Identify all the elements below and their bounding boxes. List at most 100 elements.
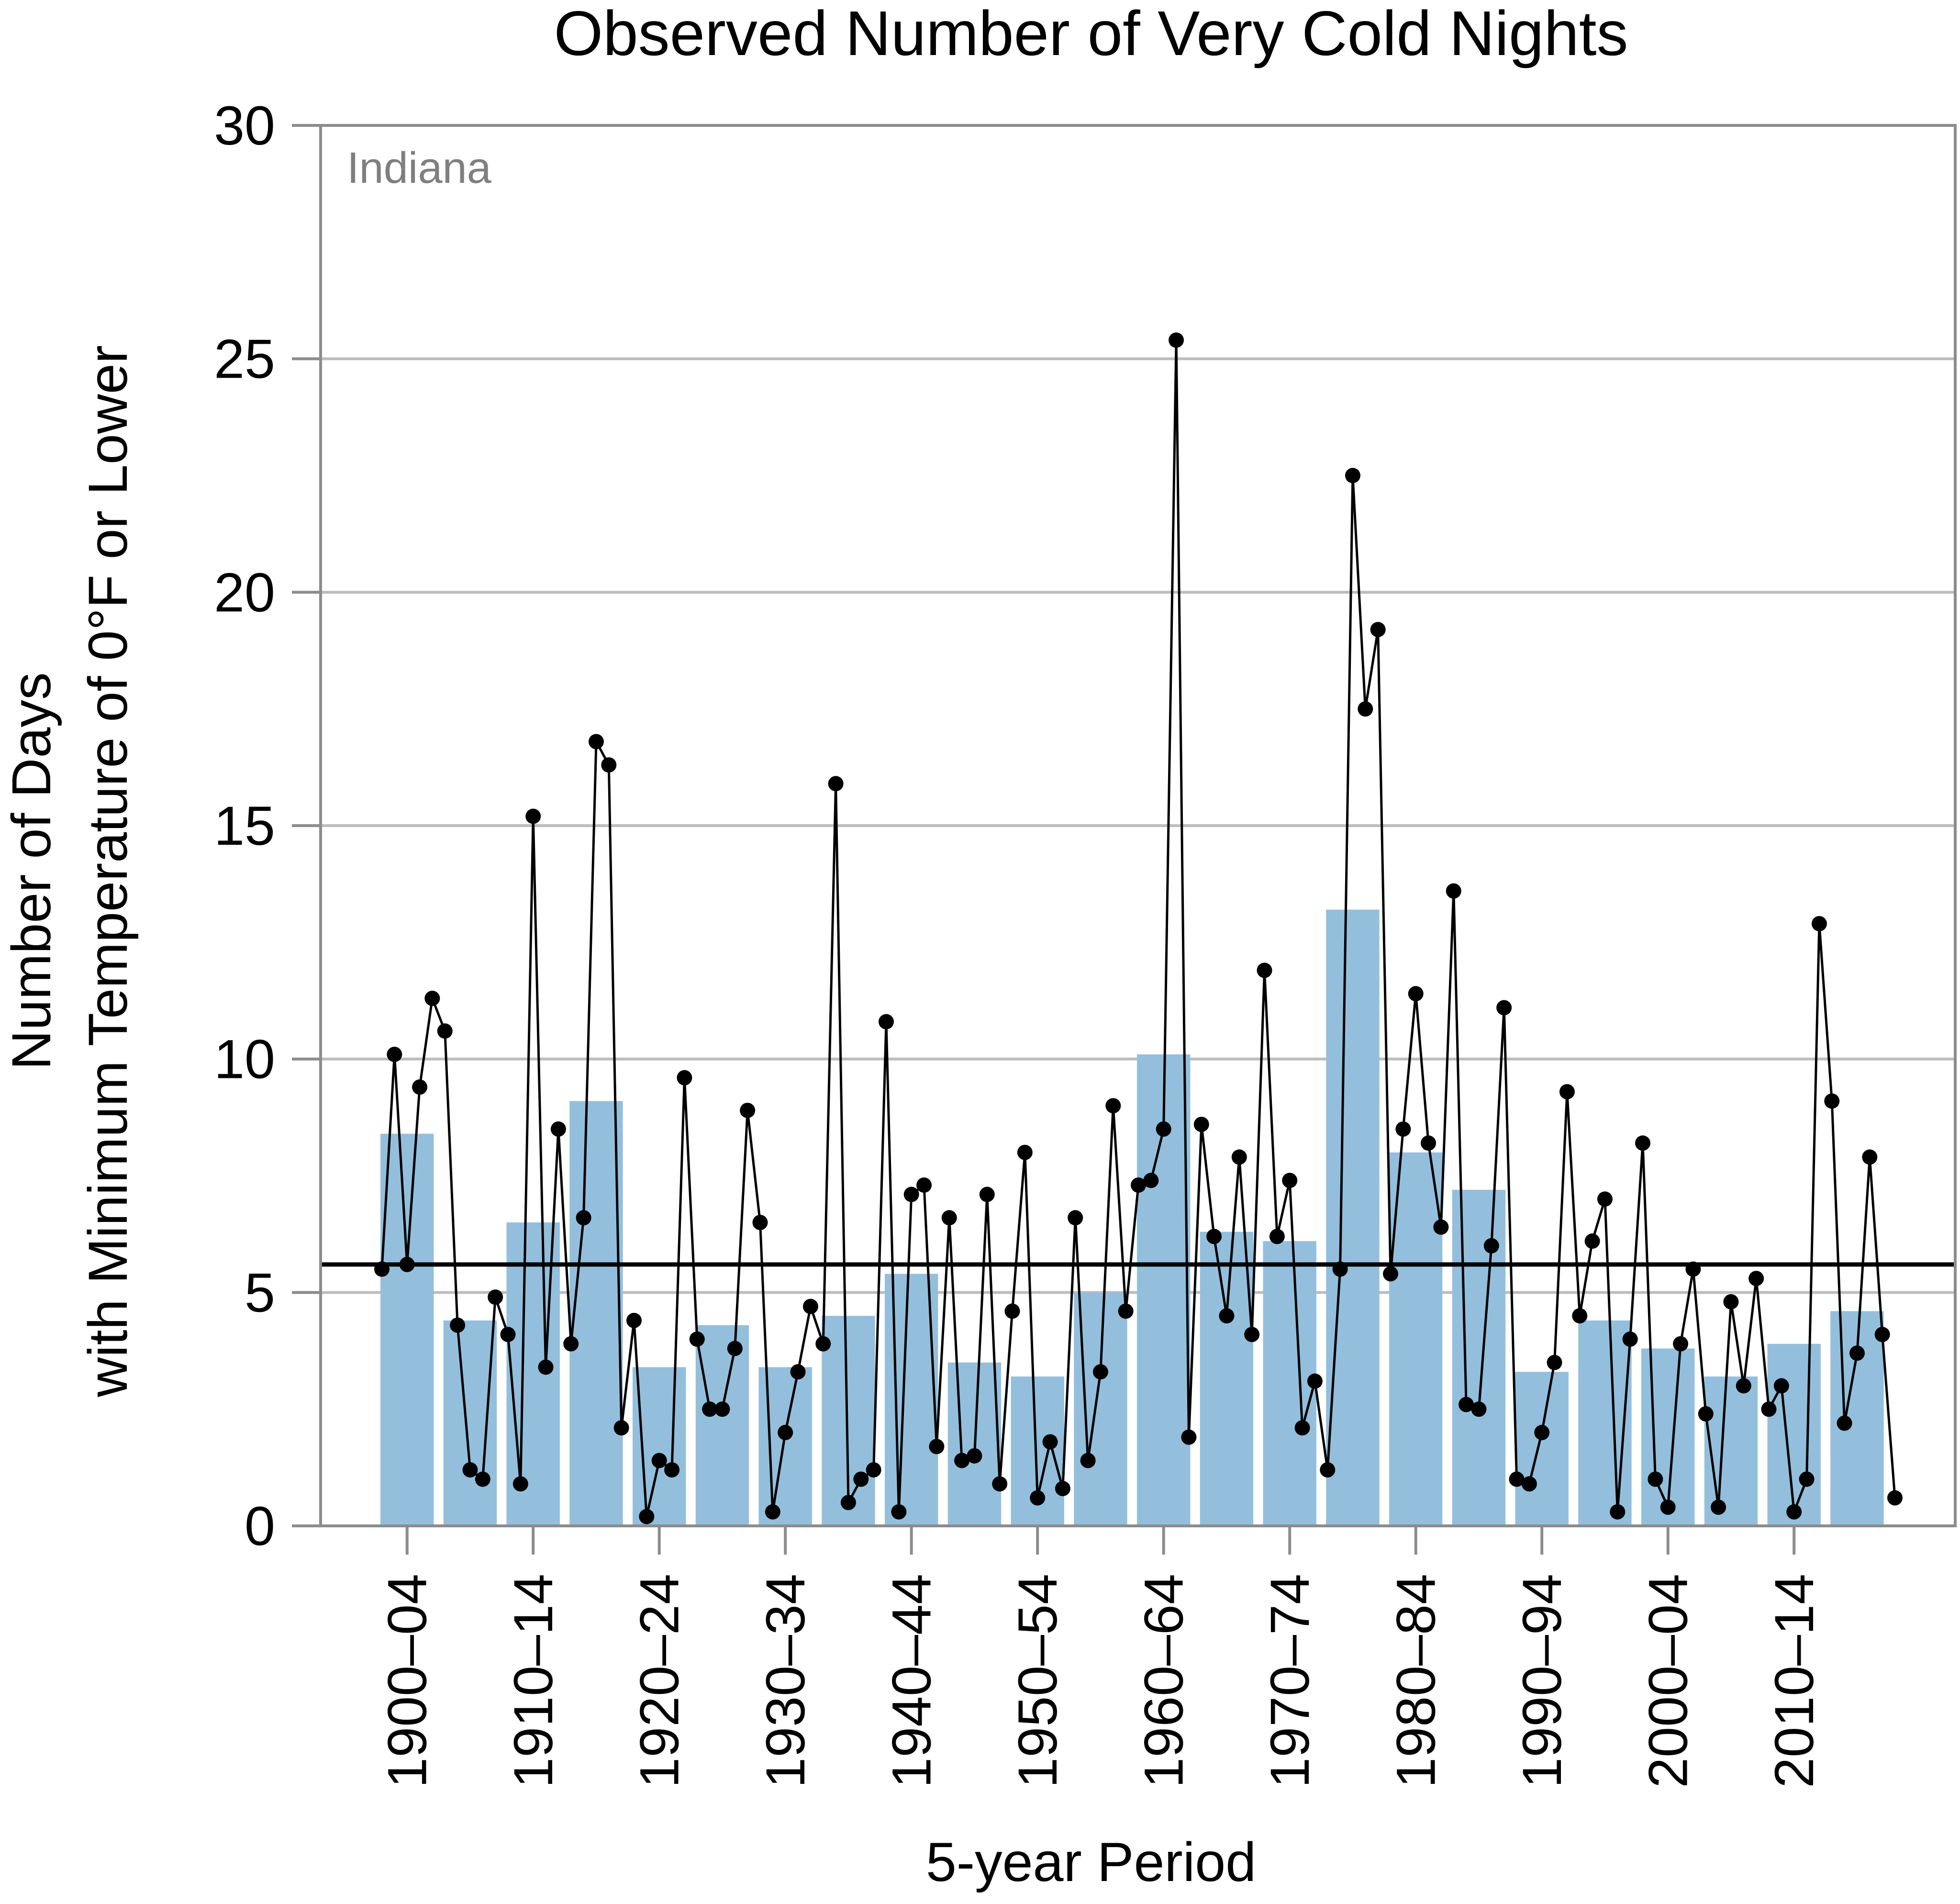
data-point — [1824, 1093, 1840, 1109]
annual-series — [374, 332, 1903, 1524]
data-point — [1471, 1401, 1487, 1417]
x-tick-label: 2000–04 — [1638, 1574, 1699, 1788]
data-point — [1383, 1266, 1398, 1282]
data-point — [1547, 1355, 1562, 1370]
data-point — [613, 1420, 629, 1436]
data-point — [1610, 1504, 1626, 1520]
data-point — [1358, 701, 1373, 717]
y-axis-label-line2: with Minimum Temperature of 0°F or Lower — [78, 345, 139, 1398]
y-tick-label: 0 — [245, 1496, 275, 1557]
x-tick-label: 1970–74 — [1259, 1574, 1321, 1788]
y-tick-label: 20 — [214, 562, 275, 623]
x-tick-label: 1980–84 — [1386, 1574, 1447, 1788]
data-point — [1030, 1490, 1046, 1506]
bar — [1263, 1241, 1316, 1526]
data-point — [1862, 1149, 1878, 1165]
y-tick-label: 25 — [214, 329, 275, 390]
data-point — [828, 776, 844, 792]
data-point — [462, 1462, 478, 1478]
data-point — [1748, 1271, 1764, 1287]
data-point — [1282, 1173, 1298, 1188]
data-point — [1080, 1453, 1096, 1468]
data-point — [1597, 1191, 1613, 1207]
data-point — [1105, 1098, 1121, 1114]
data-point — [1559, 1084, 1575, 1099]
data-point — [538, 1359, 554, 1375]
data-point — [740, 1102, 756, 1118]
data-point — [1004, 1303, 1020, 1319]
data-point — [1269, 1229, 1285, 1244]
data-point — [1017, 1144, 1033, 1160]
bar — [1704, 1376, 1758, 1526]
data-point — [1395, 1121, 1411, 1137]
bar — [1074, 1292, 1127, 1526]
data-point — [1131, 1177, 1146, 1193]
bar — [1326, 909, 1380, 1526]
bar — [1200, 1232, 1254, 1526]
data-point — [1874, 1327, 1890, 1343]
data-point — [1711, 1499, 1726, 1515]
data-point — [588, 734, 604, 750]
data-point — [1118, 1303, 1134, 1319]
data-point — [1433, 1219, 1449, 1235]
data-point — [1055, 1480, 1070, 1496]
x-tick-label: 1930–34 — [755, 1574, 816, 1788]
data-point — [563, 1336, 579, 1352]
data-point — [815, 1336, 831, 1352]
data-point — [639, 1509, 655, 1524]
y-axis-label-line1: Number of Days — [1, 672, 62, 1070]
data-point — [576, 1210, 591, 1226]
data-point — [765, 1504, 780, 1520]
data-point — [1294, 1420, 1310, 1436]
data-point — [916, 1177, 932, 1193]
data-point — [1648, 1471, 1663, 1487]
data-point — [1193, 1117, 1209, 1132]
chart-title: Observed Number of Very Cold Nights — [554, 0, 1628, 68]
bar — [1452, 1189, 1506, 1526]
x-tick-label: 1990–94 — [1512, 1574, 1573, 1788]
data-point — [778, 1424, 793, 1440]
x-tick-label: 2010–14 — [1764, 1574, 1825, 1788]
data-point — [664, 1462, 680, 1478]
data-point — [1345, 468, 1360, 483]
data-point — [1370, 622, 1386, 638]
data-point — [866, 1462, 881, 1478]
data-point — [601, 757, 617, 773]
data-point — [1244, 1327, 1260, 1343]
data-point — [1685, 1261, 1701, 1277]
data-point — [1534, 1424, 1550, 1440]
data-point — [512, 1476, 528, 1492]
data-point — [1761, 1401, 1777, 1417]
y-tick-label: 5 — [245, 1262, 275, 1323]
data-point — [979, 1187, 995, 1202]
data-point — [1509, 1471, 1525, 1487]
data-point — [1786, 1504, 1802, 1520]
data-point — [752, 1215, 768, 1231]
data-point — [903, 1187, 919, 1202]
data-point — [1799, 1471, 1815, 1487]
x-tick-label: 1900–04 — [377, 1574, 438, 1788]
data-point — [992, 1476, 1008, 1492]
data-point — [1092, 1364, 1108, 1380]
bar — [380, 1133, 434, 1526]
data-point — [1042, 1434, 1058, 1450]
data-point — [525, 808, 541, 824]
data-point — [488, 1289, 503, 1305]
x-axis-label: 5-year Period — [926, 1832, 1256, 1893]
data-point — [929, 1439, 945, 1455]
data-point — [1181, 1429, 1197, 1445]
data-point — [651, 1453, 667, 1468]
data-point — [1459, 1397, 1474, 1412]
data-point — [689, 1331, 705, 1347]
data-point — [550, 1121, 566, 1137]
y-axis-ticks: 0 5 10 15 20 25 30 — [214, 95, 321, 1557]
data-point — [790, 1364, 806, 1380]
data-point — [1257, 963, 1272, 978]
data-point — [1231, 1149, 1247, 1165]
data-point — [1169, 332, 1184, 348]
data-point — [1635, 1135, 1650, 1151]
y-tick-label: 30 — [214, 95, 275, 157]
data-point — [1483, 1238, 1499, 1254]
data-point — [714, 1401, 730, 1417]
